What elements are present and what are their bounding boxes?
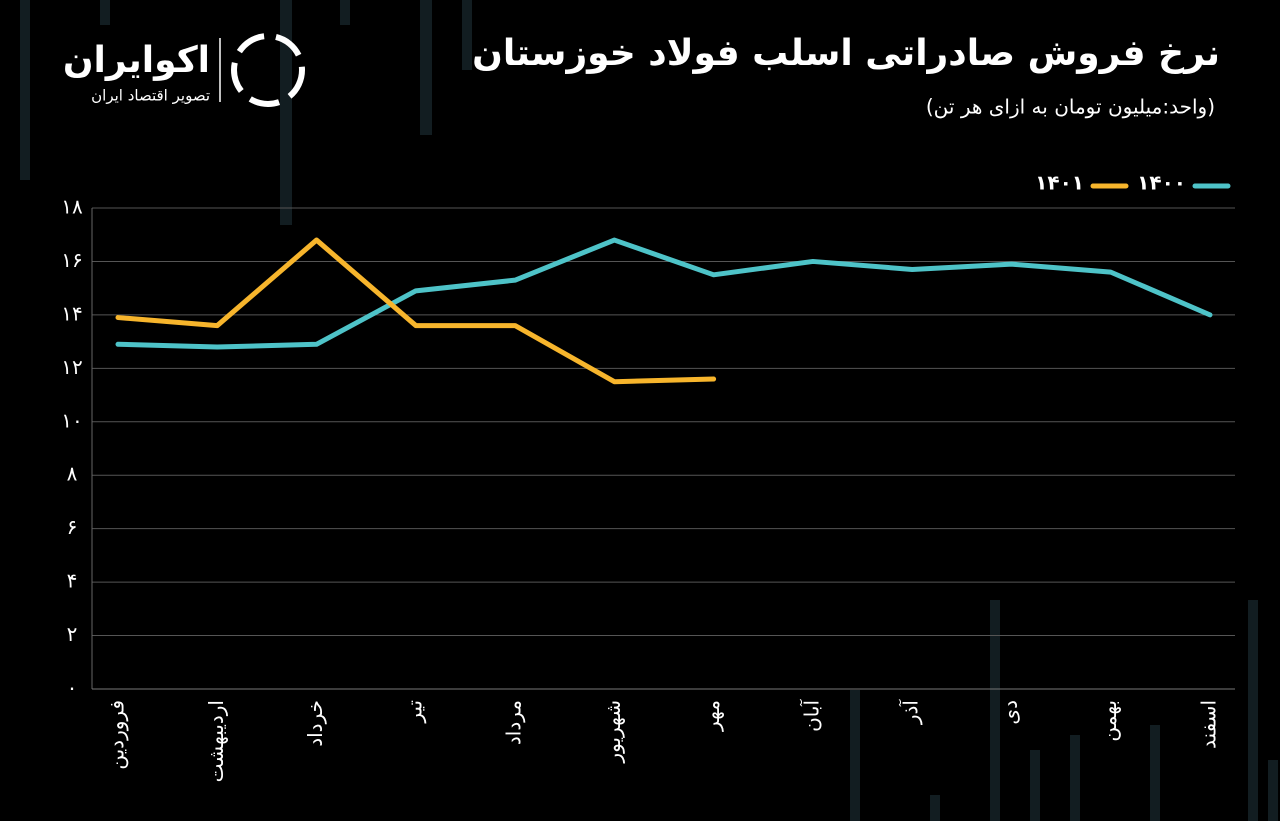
chart-title: نرخ فروش صادراتی اسلب فولاد خوزستان <box>472 33 1220 74</box>
x-tick-label: آذر <box>898 699 923 726</box>
y-tick-label: ۲ <box>67 622 78 646</box>
decor <box>20 0 1278 821</box>
x-tick-label: آبان <box>798 699 823 732</box>
y-tick-label: ۴ <box>67 569 78 593</box>
y-tick-label: ۱۶ <box>61 248 82 272</box>
y-tick-label: ۱۸ <box>61 195 83 219</box>
y-tick-label: ۸ <box>67 462 78 486</box>
x-tick-label: مرداد <box>502 700 526 745</box>
logo: اکوایران تصویر اقتصاد ایران <box>63 33 305 107</box>
series-line <box>115 237 717 385</box>
x-tick-label: فروردین <box>105 700 129 770</box>
x-tick-label: تیر <box>402 700 426 724</box>
x-tick-label: شهریور <box>601 700 625 764</box>
y-tick-label: ۱۲ <box>61 355 82 379</box>
x-tick-label: اسفند <box>1197 700 1221 749</box>
x-tick-label: اردیبهشت <box>204 700 228 782</box>
y-tick-label: ۱۴ <box>61 301 82 325</box>
brand-tagline: تصویر اقتصاد ایران <box>91 87 210 105</box>
y-tick-label: ۰ <box>67 676 78 700</box>
legend-label: ۱۴۰۱ <box>1035 171 1084 195</box>
y-tick-label: ۱۰ <box>61 408 82 432</box>
x-tick-label: مهر <box>700 700 724 732</box>
y-tick-label: ۶ <box>67 515 78 539</box>
legend-label: ۱۴۰۰ <box>1137 171 1186 195</box>
series-line <box>115 237 1213 350</box>
chart-subtitle: (واحد:میلیون تومان به ازای هر تن) <box>926 95 1215 119</box>
x-tick-label: خرداد <box>303 700 327 747</box>
x-tick-label: بهمن <box>1097 700 1121 742</box>
x-tick-label: دی <box>998 700 1022 725</box>
brand-name: اکوایران <box>63 40 210 81</box>
